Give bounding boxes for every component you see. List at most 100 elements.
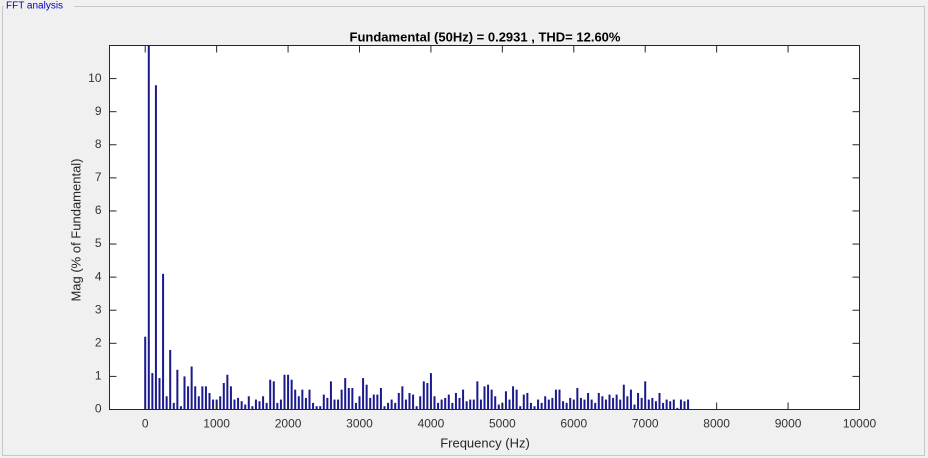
bar	[272, 381, 275, 410]
bar	[462, 389, 465, 410]
bar	[608, 394, 611, 410]
bar	[204, 386, 207, 410]
bar	[558, 389, 561, 410]
bar	[447, 394, 450, 410]
bar	[647, 399, 650, 410]
bar	[479, 399, 482, 410]
bar	[487, 384, 490, 410]
bar	[490, 389, 493, 410]
bar	[183, 376, 186, 410]
bar	[244, 404, 247, 410]
x-axis-label: Frequency (Hz)	[440, 435, 530, 450]
bar	[326, 397, 329, 410]
bar	[529, 402, 532, 410]
bar	[344, 378, 347, 410]
bar	[429, 373, 432, 410]
bar	[254, 399, 257, 410]
bar	[526, 392, 529, 410]
bar	[322, 394, 325, 410]
bar	[208, 392, 211, 410]
bar	[387, 402, 390, 410]
bar	[515, 389, 518, 410]
bar	[172, 402, 175, 410]
bar	[465, 401, 468, 410]
bar	[433, 396, 436, 410]
bar	[683, 401, 686, 410]
bar	[287, 374, 290, 410]
bar	[351, 387, 354, 410]
bar	[533, 406, 536, 410]
bar	[676, 407, 679, 410]
bar	[576, 387, 579, 410]
bar	[301, 389, 304, 410]
bar	[229, 386, 232, 410]
bar	[658, 392, 661, 410]
bar	[354, 402, 357, 410]
y-tick-label: 9	[95, 104, 102, 118]
bar	[612, 397, 615, 410]
bar	[258, 401, 261, 410]
bar	[629, 389, 632, 410]
bar	[687, 399, 690, 410]
bar	[540, 402, 543, 410]
bar	[376, 394, 379, 410]
bar	[483, 386, 486, 410]
y-tick-label: 2	[95, 335, 102, 349]
bar	[251, 406, 254, 410]
bar	[604, 399, 607, 410]
bar	[476, 381, 479, 410]
bar	[219, 396, 222, 410]
panel-border	[2, 6, 925, 456]
bar	[247, 396, 250, 410]
bar	[329, 381, 332, 410]
bar	[454, 392, 457, 410]
bar	[444, 397, 447, 410]
y-tick-label: 6	[95, 203, 102, 217]
bars	[144, 45, 690, 410]
bar	[372, 394, 375, 410]
x-tick-label: 4000	[418, 417, 445, 431]
bar	[583, 399, 586, 410]
bar	[544, 396, 547, 410]
bar	[394, 402, 397, 410]
bar	[187, 386, 190, 410]
bar	[269, 379, 272, 410]
bar	[662, 402, 665, 410]
y-tick-label: 5	[95, 236, 102, 250]
bar	[597, 392, 600, 410]
bar	[190, 366, 193, 410]
bar	[504, 391, 507, 410]
bar	[619, 399, 622, 410]
bar	[194, 386, 197, 410]
bar	[419, 396, 422, 410]
y-tick-label: 0	[95, 402, 102, 416]
bar	[308, 389, 311, 410]
bar	[569, 397, 572, 410]
y-tick-label: 3	[95, 302, 102, 316]
bar	[590, 399, 593, 410]
bar	[654, 401, 657, 410]
bar	[601, 396, 604, 410]
bar	[347, 387, 350, 410]
x-tick-label: 7000	[632, 417, 659, 431]
bar	[401, 386, 404, 410]
bar	[451, 402, 454, 410]
bar	[147, 45, 150, 410]
bar	[390, 399, 393, 410]
x-tick-label: 0	[142, 417, 149, 431]
bar	[362, 378, 365, 410]
bar	[458, 397, 461, 410]
bar	[151, 373, 154, 410]
bar	[340, 389, 343, 410]
bar	[615, 394, 618, 410]
bar	[383, 406, 386, 410]
bar	[679, 399, 682, 410]
bar	[319, 406, 322, 410]
panel-title: FFT analysis	[6, 1, 63, 12]
bar	[283, 374, 286, 410]
bar	[412, 394, 415, 410]
bar	[265, 402, 268, 410]
x-tick-label: 5000	[489, 417, 516, 431]
